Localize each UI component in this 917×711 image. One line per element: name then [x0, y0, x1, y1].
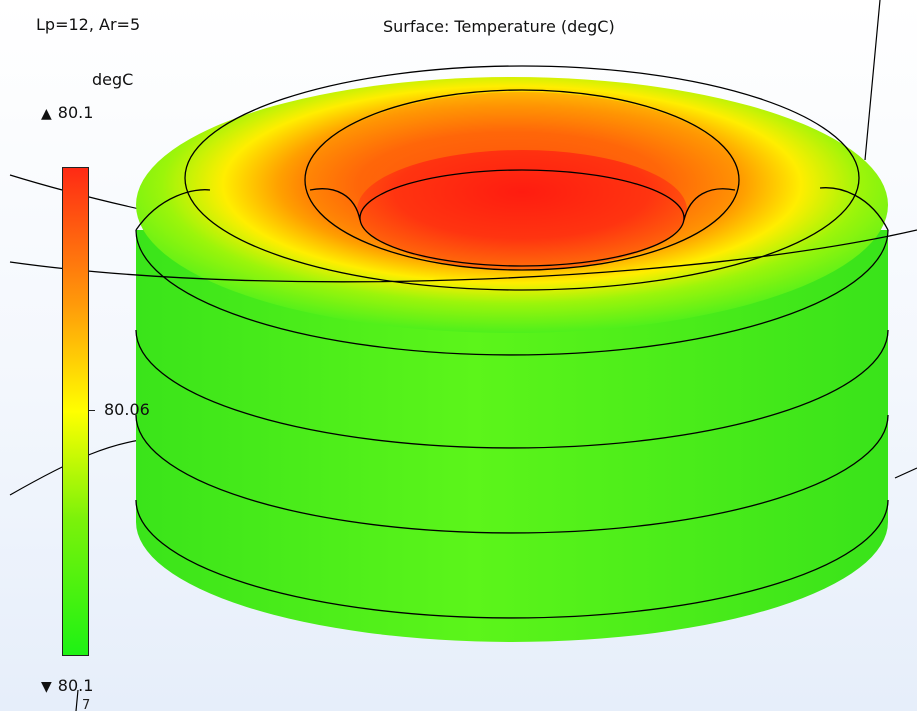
colorbar-unit-label: degC [92, 70, 134, 89]
colorbar-max-value: 80.1 [57, 103, 94, 122]
colorbar-mid-label: 80.06 [104, 400, 150, 419]
min-arrow-icon: ▼ [41, 679, 52, 695]
plot-title: Surface: Temperature (degC) [383, 17, 615, 36]
colorbar-max-label: ▲ 80.1 [41, 103, 93, 122]
max-arrow-icon: ▲ [41, 106, 52, 122]
colorbar-mid-tick [89, 410, 95, 411]
partial-axis-label: 7 [82, 698, 91, 711]
mesh-edges [9, 65, 917, 619]
colorbar-min-value: 80.1 [57, 676, 94, 695]
colorbar-min-label: ▼ 80.1 [41, 676, 93, 695]
colorbar [62, 167, 89, 656]
parameter-label: Lp=12, Ar=5 [36, 15, 141, 34]
cylinder-body [136, 77, 888, 642]
